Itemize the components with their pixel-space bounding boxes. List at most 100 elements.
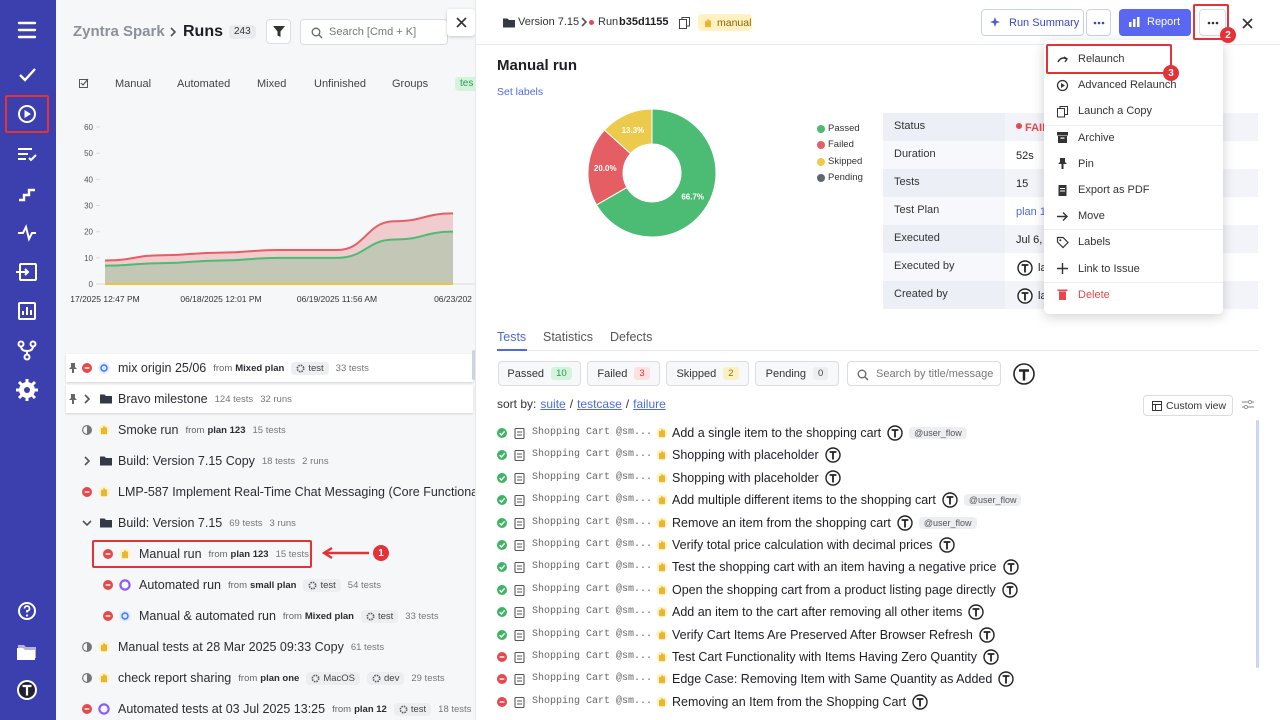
test-row[interactable]: Add multiple different items to the shop… — [672, 491, 1252, 509]
y-tick-label: 20 — [84, 228, 93, 237]
close-run-button[interactable] — [1238, 14, 1256, 32]
tests-search[interactable]: Search by title/message — [847, 361, 1001, 386]
run-row[interactable]: Automated tests at 03 Jul 2025 13:25 from… — [118, 700, 475, 718]
icon-shape — [1063, 55, 1068, 62]
menu-item[interactable]: Export as PDF — [1078, 184, 1150, 196]
runs-icon[interactable] — [18, 105, 36, 123]
sidebar-icons — [16, 21, 38, 700]
run-row[interactable]: Build: Version 7.15 69 tests 3 runs — [118, 514, 475, 532]
run-row[interactable]: LMP-587 Implement Real-Time Chat Messagi… — [118, 483, 475, 501]
menu-item-icon — [1056, 79, 1069, 91]
close-panel-button[interactable] — [447, 9, 475, 36]
run-row[interactable]: Build: Version 7.15 Copy 18 tests 2 runs — [118, 452, 475, 470]
icon-shape — [1058, 136, 1067, 144]
detail-value: la — [1038, 290, 1047, 302]
test-row[interactable]: Remove an item from the shopping cart @us… — [672, 514, 1252, 532]
projects-icon[interactable] — [17, 645, 36, 660]
run-filter-tab[interactable]: Mixed — [257, 78, 287, 90]
menu-item[interactable]: Pin — [1078, 157, 1094, 170]
pulse-icon[interactable] — [18, 224, 36, 242]
status-icon — [82, 487, 92, 497]
menu-item[interactable]: Move — [1078, 210, 1105, 223]
status-filter[interactable]: Skipped 2 — [666, 361, 749, 386]
profile-icon[interactable] — [17, 680, 37, 700]
analytics-icon[interactable] — [18, 302, 36, 320]
filter-button[interactable] — [266, 19, 291, 44]
run-filter-tab[interactable]: Unfinished — [314, 78, 366, 90]
x-tick-label: 17/2025 12:47 PM — [70, 294, 139, 304]
y-tick-label: 30 — [84, 202, 93, 211]
sort-option[interactable]: failure — [633, 397, 666, 411]
sort-option[interactable]: suite — [540, 397, 566, 411]
test-row[interactable]: Edge Case: Removing Item with Same Quant… — [672, 670, 1252, 688]
menu-item[interactable]: Link to Issue — [1078, 262, 1140, 275]
test-suite: Shopping Cart @sm... — [532, 471, 653, 483]
run-filter-tab[interactable]: Groups — [392, 78, 429, 90]
run-row[interactable]: Bravo milestone 124 tests 32 runs — [118, 390, 475, 408]
method-icon — [656, 629, 668, 641]
test-author-avatar — [998, 671, 1015, 688]
test-row[interactable]: Shopping with placeholder — [672, 446, 1252, 464]
icon-shape — [1241, 17, 1253, 29]
test-case-icon — [514, 472, 525, 484]
run-row[interactable]: Manual run from plan 123 15 tests — [139, 545, 475, 563]
status-filter[interactable]: Passed 10 — [498, 361, 581, 386]
icon-shape — [983, 630, 991, 640]
test-row[interactable]: Test Cart Functionality with Items Havin… — [672, 648, 1252, 666]
test-title: Add multiple different items to the shop… — [672, 493, 936, 508]
from-word: from — [228, 579, 247, 591]
sort-option[interactable]: testcase — [577, 397, 622, 411]
search-box[interactable]: Search [Cmd + K] — [300, 19, 448, 45]
detail-label: Created by — [894, 288, 948, 300]
plan-name: plan 12 — [354, 703, 387, 715]
test-row[interactable]: Open the shopping cart from a product li… — [672, 581, 1252, 599]
menu-item-icon — [1057, 289, 1068, 301]
tests-tab[interactable]: Statistics — [543, 330, 594, 344]
report-button[interactable]: Report — [1119, 9, 1191, 36]
menu-item[interactable]: Labels — [1078, 236, 1111, 249]
set-labels-link[interactable]: Set labels — [497, 86, 544, 98]
test-row[interactable]: Shopping with placeholder — [672, 469, 1252, 487]
icon-shape — [87, 673, 92, 683]
settings-icon[interactable] — [16, 379, 38, 401]
method-icon — [656, 606, 668, 618]
menu-item[interactable]: Archive — [1078, 131, 1115, 144]
run-filter-tag[interactable]: tes — [455, 77, 475, 91]
import-icon[interactable] — [16, 263, 37, 281]
breadcrumb[interactable]: Version 7.15 — [518, 16, 580, 28]
test-row[interactable]: Verify total price calculation with deci… — [672, 536, 1252, 554]
menu-icon[interactable] — [17, 21, 37, 39]
check-icon[interactable] — [19, 68, 36, 82]
detail-value[interactable]: plan 12 — [1016, 206, 1053, 218]
test-row[interactable]: Verify Cart Items Are Preserved After Br… — [672, 626, 1252, 644]
run-row[interactable]: Automated run from small plan test 54 tests — [139, 576, 475, 594]
menu-item[interactable]: Launch a Copy — [1078, 105, 1152, 118]
run-row[interactable]: Manual & automated run from Mixed plan test… — [139, 607, 475, 625]
run-row[interactable]: Manual tests at 28 Mar 2025 09:33 Copy 61… — [118, 638, 475, 656]
annotation-badge: 2 — [1220, 27, 1236, 43]
menu-item[interactable]: Relaunch — [1078, 53, 1125, 65]
run-row[interactable]: check report sharing from plan one MacOS dev… — [118, 669, 475, 687]
custom-view-button[interactable]: Custom view — [1143, 395, 1233, 416]
run-row[interactable]: mix origin 25/06 from Mixed plan test 33 tes… — [118, 359, 475, 377]
status-filter[interactable]: Pending 0 — [755, 361, 839, 386]
menu-item[interactable]: Delete — [1078, 288, 1110, 301]
status-filter[interactable]: Failed 3 — [587, 361, 660, 386]
plans-icon[interactable] — [18, 148, 37, 162]
menu-item[interactable]: Advanced Relaunch — [1078, 79, 1177, 92]
tests-tab[interactable]: Tests — [497, 330, 527, 344]
run-row[interactable]: Smoke run from plan 123 15 tests — [118, 421, 475, 439]
run-filter-tab[interactable]: Automated — [177, 78, 231, 90]
test-row[interactable]: Removing an Item from the Shopping Cart — [672, 693, 1252, 711]
steps-icon[interactable] — [19, 188, 35, 202]
test-row[interactable]: Test the shopping cart with an item havi… — [672, 558, 1252, 576]
test-row[interactable]: Add a single item to the shopping cart @u… — [672, 424, 1252, 442]
more-button[interactable] — [1086, 9, 1111, 36]
run-summary-button[interactable]: Run Summary — [981, 9, 1084, 36]
icon-shape — [1059, 105, 1068, 115]
help-icon[interactable] — [18, 602, 36, 620]
run-filter-tab[interactable]: Manual — [115, 78, 152, 90]
tests-tab[interactable]: Defects — [610, 330, 653, 344]
test-row[interactable]: Add an item to the cart after removing a… — [672, 603, 1252, 621]
branch-icon[interactable] — [17, 340, 37, 361]
